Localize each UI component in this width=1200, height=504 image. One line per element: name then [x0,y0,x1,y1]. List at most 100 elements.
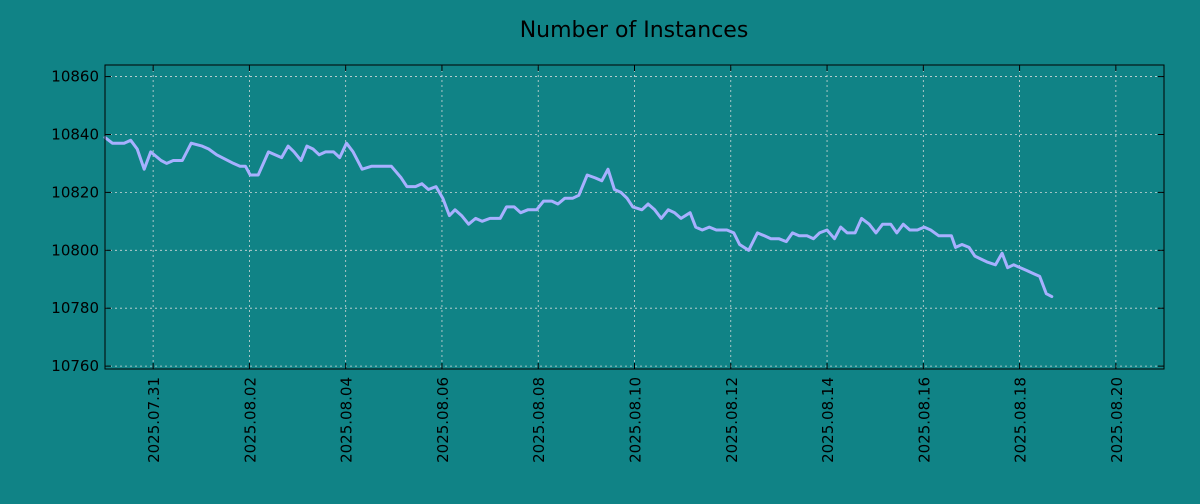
y-axis: 10760 10780 10800 10820 10840 10860 [51,68,1164,375]
data-point [647,203,650,205]
data-point [839,226,842,229]
data-point [513,205,516,208]
data-point [207,148,210,150]
data-point [550,200,553,203]
data-point [854,231,857,234]
data-point [267,150,270,153]
data-point [143,168,146,171]
data-point [916,229,919,231]
data-point [474,217,477,220]
data-point [405,185,408,188]
x-tick-label: 2025.08.12 [723,377,741,463]
data-point [414,185,417,188]
data-point [481,220,484,223]
data-point [563,197,566,200]
data-point [954,246,957,249]
x-tick-label: 2025.08.08 [530,377,548,463]
data-point [427,188,430,191]
data-point [181,159,184,162]
data-point [201,145,204,148]
data-point [1026,269,1028,272]
data-point [791,231,794,234]
data-point [519,211,522,214]
data-point [1050,295,1053,298]
data-point [300,159,302,162]
data-point [370,165,373,168]
data-point [232,162,235,165]
data-point [689,211,692,214]
data-point [1019,266,1022,269]
x-tick-label: 2025.08.16 [915,377,933,463]
data-point [338,156,341,159]
data-point [123,142,126,145]
data-point [136,148,139,150]
data-point [324,150,327,153]
x-tick-label: 2025.08.20 [1108,377,1126,463]
data-point [833,237,836,240]
data-point [542,200,545,203]
data-point [860,217,863,220]
data-point [846,231,849,234]
data-point [535,208,538,211]
data-point [312,148,314,150]
data-point [305,145,308,148]
data-point [763,234,766,237]
x-tick-label: 2025.07.31 [145,377,163,463]
data-point [1032,272,1035,275]
data-point [868,223,871,226]
data-point [881,223,884,226]
data-point [667,208,670,211]
y-tick-label: 10780 [51,299,99,317]
x-axis: 2025.07.31 2025.08.02 2025.08.04 2025.08.06… [145,65,1126,463]
data-point [889,223,892,226]
data-point [708,226,711,229]
data-point [454,208,456,211]
data-point [441,197,444,200]
data-point [620,191,622,194]
series-layer [103,135,1054,299]
data-point [280,156,283,159]
data-point [979,258,982,260]
data-point [577,194,580,197]
data-point [448,214,451,217]
data-point [777,237,780,240]
data-point [631,205,634,208]
data-point [172,159,175,162]
data-point [937,234,940,237]
data-point [895,231,898,234]
data-point [756,231,759,234]
data-point [420,182,423,185]
data-point [673,211,676,214]
data-point [626,197,628,200]
data-point [400,176,403,179]
data-point [244,165,247,168]
data-point [460,214,463,217]
data-point [111,142,114,145]
data-point [435,185,437,188]
data-point [640,208,643,211]
data-point [738,243,741,246]
data-point [613,188,616,191]
data-point [160,159,163,162]
data-point [586,174,589,176]
data-point [1012,263,1015,266]
data-point [332,150,335,153]
x-tick-label: 2025.08.10 [627,377,645,463]
grid [105,65,1164,369]
y-tick-label: 10860 [51,68,99,86]
data-point [1006,266,1009,269]
data-point [929,229,932,231]
data-point [215,153,218,156]
data-point [556,203,559,205]
data-point [499,217,502,220]
data-point [293,150,296,153]
data-point [950,234,953,237]
y-tick-label: 10840 [51,125,99,143]
data-point [694,226,697,229]
data-point [571,197,574,200]
data-point [1001,252,1004,255]
data-point [806,234,808,237]
data-point [489,217,491,220]
data-point [600,179,603,182]
